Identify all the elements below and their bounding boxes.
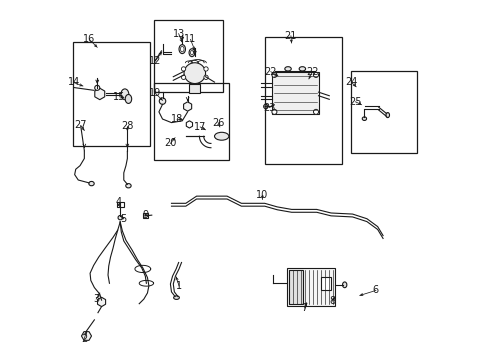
Ellipse shape <box>386 113 390 118</box>
Circle shape <box>204 67 208 71</box>
Text: 17: 17 <box>194 122 206 132</box>
Text: 2: 2 <box>81 333 88 343</box>
Ellipse shape <box>299 67 306 71</box>
Bar <box>117 202 124 207</box>
Ellipse shape <box>343 282 347 288</box>
Text: 25: 25 <box>349 97 362 107</box>
Text: 13: 13 <box>172 29 185 39</box>
Circle shape <box>204 75 208 80</box>
Bar <box>73 42 150 146</box>
Text: 4: 4 <box>116 197 122 207</box>
Text: 19: 19 <box>149 88 162 98</box>
Bar <box>287 268 335 306</box>
Ellipse shape <box>121 89 129 100</box>
Text: 20: 20 <box>164 139 176 148</box>
Bar <box>265 37 342 164</box>
Bar <box>190 84 200 93</box>
Bar <box>351 71 417 153</box>
Ellipse shape <box>184 63 205 84</box>
Circle shape <box>181 67 186 71</box>
Text: 15: 15 <box>113 92 125 102</box>
Ellipse shape <box>118 216 122 220</box>
Text: 1: 1 <box>176 281 182 291</box>
Circle shape <box>181 75 186 80</box>
Circle shape <box>264 104 268 109</box>
Ellipse shape <box>285 67 291 71</box>
Bar <box>272 72 319 114</box>
Text: 3: 3 <box>93 294 99 304</box>
Text: 11: 11 <box>184 35 196 44</box>
Text: 6: 6 <box>373 285 379 296</box>
Ellipse shape <box>180 46 184 52</box>
Text: 28: 28 <box>121 121 134 131</box>
Text: 14: 14 <box>68 77 80 87</box>
Bar <box>289 270 303 304</box>
Text: 24: 24 <box>345 77 358 87</box>
Circle shape <box>272 72 277 77</box>
Ellipse shape <box>125 94 132 103</box>
Text: 9: 9 <box>142 210 148 220</box>
Circle shape <box>272 109 277 114</box>
Text: 16: 16 <box>83 35 96 44</box>
Ellipse shape <box>126 184 131 188</box>
Ellipse shape <box>179 45 186 54</box>
Bar <box>321 277 331 291</box>
Circle shape <box>95 85 100 90</box>
Bar <box>153 21 223 92</box>
Ellipse shape <box>215 132 229 140</box>
Circle shape <box>265 105 267 108</box>
Text: 7: 7 <box>301 303 308 313</box>
Text: 23: 23 <box>263 103 275 113</box>
Ellipse shape <box>362 117 367 121</box>
Ellipse shape <box>173 296 179 300</box>
Text: 18: 18 <box>171 114 183 124</box>
Circle shape <box>314 109 318 114</box>
Text: 22: 22 <box>265 67 277 77</box>
Text: 27: 27 <box>74 121 87 130</box>
Text: 8: 8 <box>329 296 335 306</box>
Circle shape <box>314 72 318 77</box>
Text: 10: 10 <box>256 190 269 201</box>
Text: 22: 22 <box>306 67 318 77</box>
Ellipse shape <box>89 181 94 186</box>
Ellipse shape <box>189 49 195 57</box>
Ellipse shape <box>191 50 194 55</box>
Text: 12: 12 <box>149 56 162 66</box>
Ellipse shape <box>159 98 166 104</box>
Text: 26: 26 <box>212 118 224 128</box>
Text: 5: 5 <box>121 214 127 224</box>
Text: 21: 21 <box>285 31 297 41</box>
Bar <box>153 83 229 160</box>
